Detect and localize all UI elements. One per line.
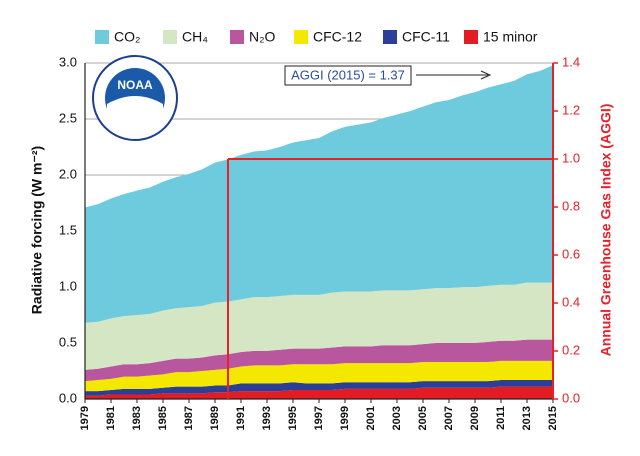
x-tick-label: 1993 [261, 406, 273, 430]
legend-swatch [294, 30, 308, 44]
legend-label: CH₄ [182, 29, 208, 45]
legend-swatch [95, 30, 109, 44]
area [85, 65, 553, 323]
logo-text: NOAA [117, 78, 153, 92]
y2-tick-label: 1.4 [562, 54, 580, 69]
legend-label: CO₂ [114, 29, 140, 45]
x-tick-label: 1991 [235, 406, 247, 430]
legend-swatch [464, 30, 478, 44]
x-tick-label: 2003 [391, 406, 403, 430]
x-tick-label: 1985 [157, 406, 169, 430]
x-tick-label: 2013 [521, 406, 533, 430]
x-tick-label: 2009 [469, 406, 481, 430]
legend-swatch [230, 30, 244, 44]
legend-label: N₂O [249, 29, 276, 45]
y-tick-label: 2.5 [59, 110, 77, 125]
legend-label: CFC-12 [313, 29, 362, 45]
y-tick-label: 0.0 [59, 390, 77, 405]
x-tick-label: 1981 [105, 406, 117, 430]
x-tick-label: 1989 [209, 406, 221, 430]
area [85, 386, 553, 399]
y-tick-label: 1.0 [59, 278, 77, 293]
y2-tick-label: 1.2 [562, 102, 580, 117]
x-tick-label: 2001 [365, 406, 377, 430]
logo-bird [107, 96, 163, 130]
x-tick-label: 2005 [417, 406, 429, 430]
annotation: AGGI (2015) = 1.37 [291, 67, 405, 82]
x-tick-label: 1983 [131, 406, 143, 430]
x-tick-label: 1999 [339, 406, 351, 430]
legend-label: 15 minor [483, 29, 538, 45]
y-tick-label: 1.5 [59, 222, 77, 237]
x-tick-label: 1995 [287, 406, 299, 430]
x-tick-label: 1979 [79, 406, 91, 430]
x-tick-label: 2015 [547, 406, 559, 430]
legend-label: CFC-11 [402, 29, 450, 45]
y2-axis-label: Annual Greenhouse Gas Index (AGGI) [598, 104, 614, 357]
y-axis-label: Radiative forcing (W m⁻²) [29, 146, 45, 314]
y2-tick-label: 1.0 [562, 150, 580, 165]
area [85, 339, 553, 382]
area [85, 282, 553, 370]
x-tick-label: 1987 [183, 406, 195, 430]
y2-tick-label: 0.0 [562, 390, 580, 405]
y2-tick-label: 0.8 [562, 198, 580, 213]
area [85, 379, 553, 396]
y-tick-label: 2.0 [59, 166, 77, 181]
y2-tick-label: 0.6 [562, 246, 580, 261]
y-tick-label: 0.5 [59, 334, 77, 349]
y2-tick-label: 0.4 [562, 294, 580, 309]
x-tick-label: 1997 [313, 406, 325, 430]
legend-swatch [163, 30, 177, 44]
y-tick-label: 3.0 [59, 54, 77, 69]
y2-tick-label: 0.2 [562, 342, 580, 357]
x-tick-label: 2011 [495, 406, 507, 430]
area [85, 360, 553, 392]
legend-swatch [383, 30, 397, 44]
annotation-box [284, 65, 412, 86]
arrow-head [480, 70, 492, 80]
x-tick-label: 2007 [443, 406, 455, 430]
